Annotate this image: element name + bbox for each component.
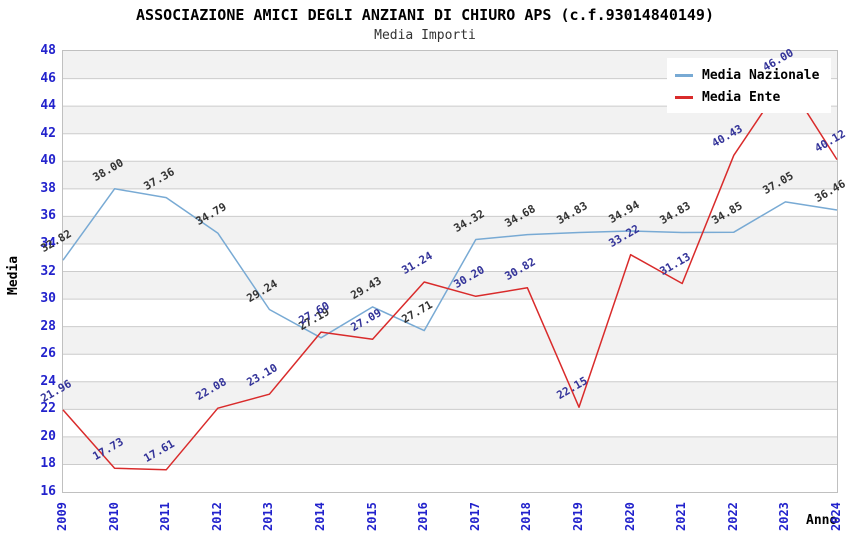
x-tick-label: 2022 (725, 502, 740, 531)
y-tick-label: 34 (40, 235, 56, 251)
y-axis-title: Media (6, 255, 21, 295)
x-tick-label: 2016 (416, 502, 431, 531)
background-band (63, 464, 837, 492)
y-tick-label: 36 (40, 208, 56, 224)
background-band (63, 409, 837, 437)
background-band (63, 326, 837, 355)
x-tick-label: 2014 (313, 502, 327, 531)
plot-border (62, 50, 838, 493)
x-tick-label: 2024 (829, 502, 843, 531)
y-tick-label: 16 (40, 484, 56, 499)
y-tick-label: 28 (40, 318, 56, 334)
background-band (63, 299, 837, 327)
x-tick-label: 2011 (158, 502, 173, 531)
y-tick-label: 18 (40, 456, 56, 472)
background-band (63, 161, 837, 189)
x-tick-label: 2019 (571, 502, 585, 531)
y-tick-label: 48 (40, 43, 56, 58)
x-tick-label: 2020 (622, 502, 637, 531)
background-band (63, 436, 837, 465)
y-tick-label: 26 (40, 346, 56, 362)
x-tick-label: 2009 (55, 502, 69, 531)
background-band (63, 243, 837, 272)
y-tick-label: 40 (40, 153, 56, 169)
legend-label-nazionale: Media Nazionale (702, 68, 820, 83)
x-axis-title: Anno (806, 513, 838, 528)
y-tick-label: 20 (40, 428, 56, 444)
y-tick-label: 38 (40, 180, 56, 196)
legend-line-swatch-ente (675, 96, 693, 99)
legend-line-swatch-nazionale (675, 74, 693, 77)
y-tick-label: 22 (40, 401, 56, 417)
y-tick-label: 46 (40, 70, 56, 86)
legend-item-media-nazionale: Media Nazionale (675, 68, 823, 83)
x-tick-label: 2021 (674, 502, 689, 531)
x-tick-label: 2010 (106, 502, 121, 531)
background-band (63, 133, 837, 162)
background-band (63, 188, 837, 217)
background-band (63, 381, 837, 410)
plot-area (62, 50, 838, 493)
x-tick-label: 2015 (364, 502, 379, 531)
background-band (63, 354, 837, 382)
y-tick-label: 30 (40, 291, 56, 307)
y-tick-label: 32 (40, 263, 56, 279)
legend-label-ente: Media Ente (702, 90, 781, 105)
y-tick-label: 24 (40, 373, 56, 389)
chart-title: ASSOCIAZIONE AMICI DEGLI ANZIANI DI CHIU… (136, 6, 714, 24)
series-line-nazionale (62, 188, 838, 339)
x-tick-label: 2013 (261, 502, 276, 531)
chart-subtitle: Media Importi (374, 28, 476, 43)
y-tick-label: 44 (40, 98, 56, 114)
series-line-ente (62, 77, 838, 471)
legend: Media Nazionale Media Ente (667, 58, 831, 113)
x-tick-label: 2017 (467, 502, 482, 531)
x-tick-label: 2023 (777, 502, 792, 531)
legend-item-media-ente: Media Ente (675, 90, 823, 105)
x-tick-label: 2018 (519, 502, 534, 531)
x-tick-label: 2012 (209, 502, 224, 531)
y-tick-label: 42 (40, 125, 56, 141)
